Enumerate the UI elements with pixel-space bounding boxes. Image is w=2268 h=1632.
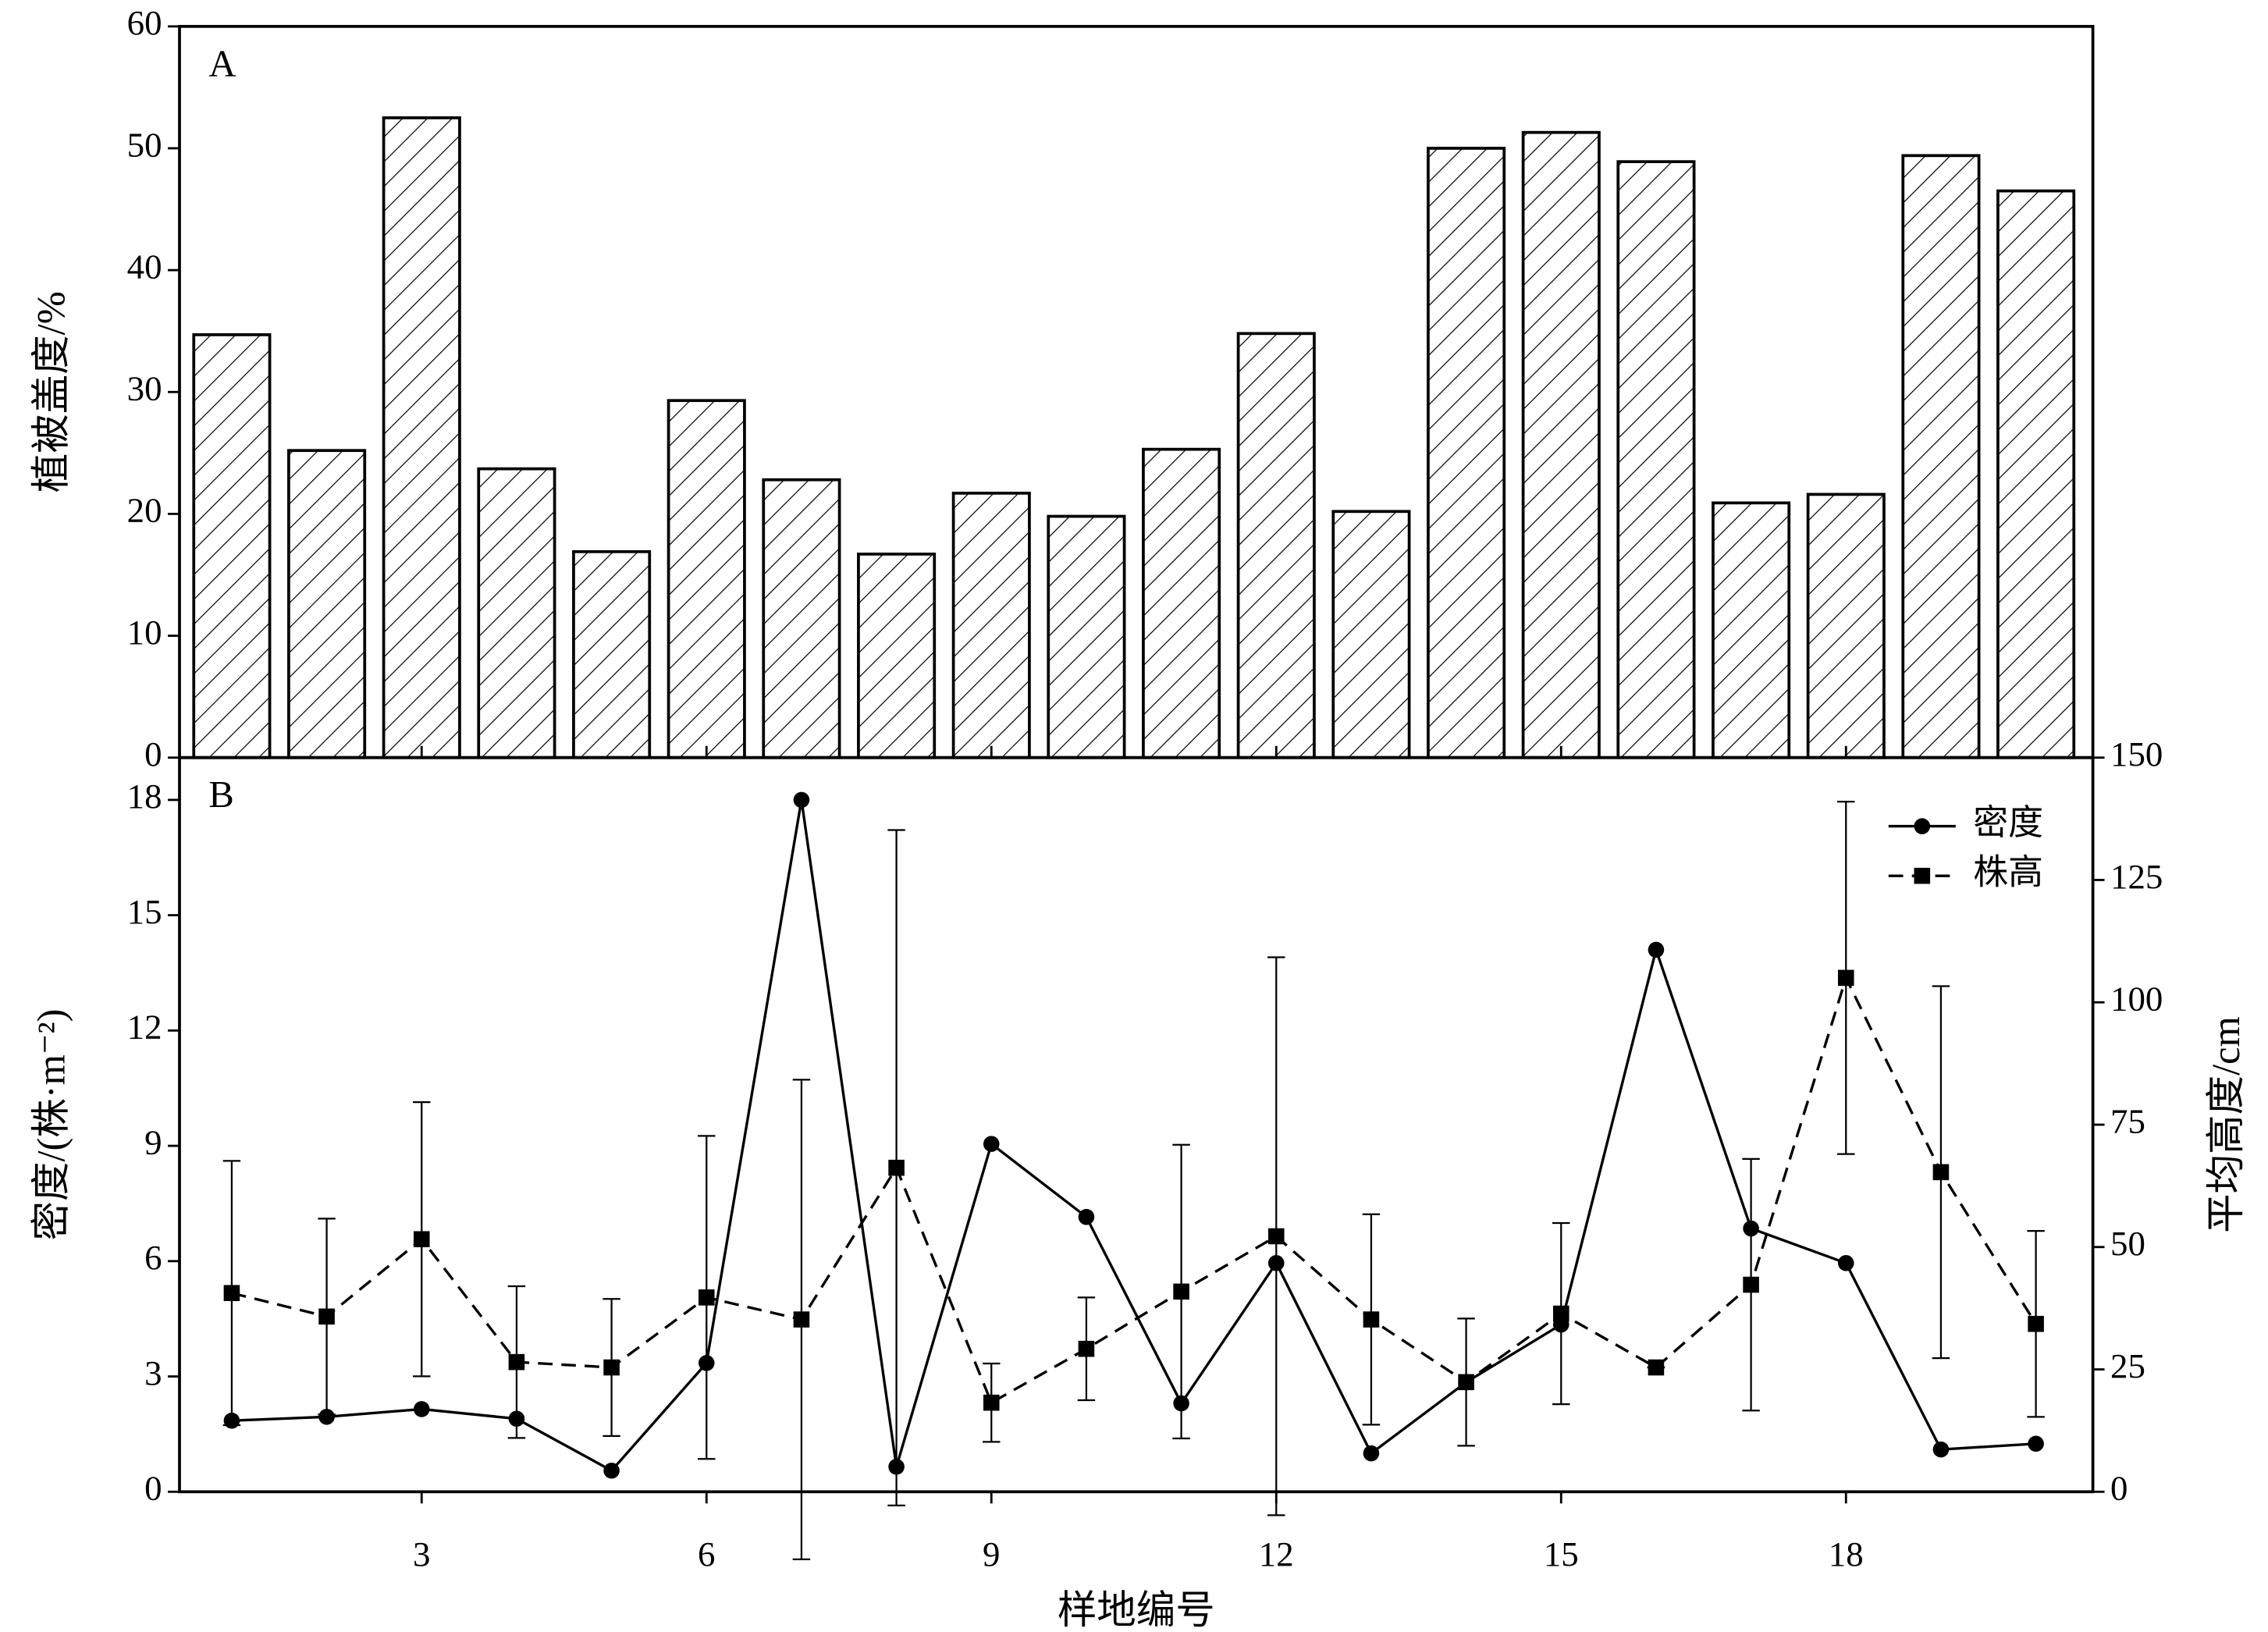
y-tick-label: 12 bbox=[127, 1008, 162, 1047]
marker bbox=[413, 1401, 430, 1417]
y-tick-label: 20 bbox=[127, 491, 162, 530]
legend-marker bbox=[1914, 867, 1931, 884]
marker bbox=[793, 791, 810, 809]
marker bbox=[1648, 941, 1665, 958]
marker bbox=[1552, 1305, 1569, 1322]
marker bbox=[223, 1285, 240, 1302]
plot-frame bbox=[178, 24, 2095, 759]
marker bbox=[318, 1408, 335, 1425]
panel-label: A bbox=[208, 42, 236, 84]
y-tick-label: 60 bbox=[127, 3, 162, 42]
marker bbox=[983, 1394, 1000, 1411]
y-tick-label: 40 bbox=[127, 247, 162, 286]
x-tick-label: 15 bbox=[1544, 1534, 1579, 1573]
y2-tick-label: 100 bbox=[2110, 980, 2163, 1019]
marker bbox=[698, 1289, 715, 1306]
bar bbox=[1806, 492, 1886, 759]
y2-tick-label: 0 bbox=[2110, 1469, 2128, 1508]
bar bbox=[477, 467, 556, 759]
marker bbox=[1932, 1441, 1950, 1458]
y-tick-label: 3 bbox=[144, 1353, 162, 1392]
panel-label: B bbox=[208, 773, 233, 816]
y-tick-label: 9 bbox=[144, 1122, 162, 1161]
marker bbox=[413, 1231, 430, 1248]
x-axis-label: 样地编号 bbox=[1058, 1588, 1215, 1632]
marker bbox=[1078, 1340, 1095, 1357]
bar bbox=[1047, 514, 1126, 759]
legend-marker bbox=[1914, 818, 1931, 834]
y-tick-label: 50 bbox=[127, 125, 162, 164]
y-axis-label: 密度/(株·m⁻²) bbox=[30, 1009, 73, 1241]
bar bbox=[951, 491, 1031, 759]
bar bbox=[762, 478, 841, 759]
y2-tick-label: 75 bbox=[2110, 1101, 2145, 1140]
marker bbox=[1078, 1208, 1095, 1225]
marker bbox=[2028, 1315, 2044, 1332]
bar bbox=[1521, 130, 1601, 759]
bar bbox=[382, 116, 461, 759]
y2-axis-label: 平均高度/cm bbox=[2204, 1016, 2248, 1233]
marker bbox=[1648, 1359, 1665, 1376]
bar bbox=[1901, 154, 1981, 759]
series-line bbox=[231, 799, 2036, 1473]
bar bbox=[1712, 501, 1791, 759]
bar bbox=[857, 553, 937, 759]
bar bbox=[1427, 147, 1506, 759]
bar bbox=[1616, 160, 1696, 759]
x-tick-label: 12 bbox=[1259, 1534, 1294, 1573]
y2-tick-label: 125 bbox=[2110, 857, 2163, 896]
x-tick-label: 9 bbox=[983, 1534, 1000, 1573]
x-tick-label: 6 bbox=[698, 1534, 715, 1573]
marker bbox=[1932, 1164, 1950, 1181]
bar bbox=[192, 333, 272, 759]
marker bbox=[983, 1136, 1000, 1152]
legend-label: 密度 bbox=[1973, 803, 2043, 842]
bar bbox=[1142, 447, 1221, 759]
legend-label: 株高 bbox=[1973, 852, 2043, 891]
marker bbox=[1173, 1283, 1189, 1300]
y-tick-label: 6 bbox=[144, 1238, 162, 1277]
marker bbox=[603, 1359, 620, 1376]
y2-tick-label: 50 bbox=[2110, 1224, 2145, 1263]
marker bbox=[603, 1462, 620, 1479]
marker bbox=[318, 1308, 335, 1325]
y-tick-label: 18 bbox=[127, 777, 162, 816]
marker bbox=[508, 1353, 525, 1371]
marker bbox=[1837, 969, 1854, 987]
marker bbox=[793, 1311, 810, 1328]
bar bbox=[667, 399, 746, 759]
y-tick-label: 0 bbox=[144, 734, 162, 773]
bar bbox=[1996, 189, 2076, 759]
bar bbox=[1236, 332, 1316, 759]
y-tick-label: 15 bbox=[127, 892, 162, 931]
marker bbox=[888, 1159, 905, 1176]
marker bbox=[1743, 1276, 1759, 1293]
y-axis-label: 植被盖度/% bbox=[30, 291, 73, 492]
bar bbox=[1331, 510, 1411, 759]
bar bbox=[572, 549, 652, 759]
marker bbox=[1837, 1255, 1854, 1271]
y2-tick-label: 150 bbox=[2110, 734, 2163, 773]
y-tick-label: 30 bbox=[127, 369, 162, 408]
marker bbox=[1363, 1311, 1380, 1328]
y2-tick-label: 25 bbox=[2110, 1346, 2145, 1385]
y-tick-label: 0 bbox=[144, 1469, 162, 1508]
marker bbox=[1267, 1228, 1285, 1245]
x-tick-label: 3 bbox=[413, 1534, 430, 1573]
series-line bbox=[231, 974, 2038, 1405]
marker bbox=[1458, 1374, 1474, 1391]
marker bbox=[1363, 1445, 1380, 1462]
bar bbox=[287, 449, 367, 759]
x-tick-label: 18 bbox=[1829, 1534, 1864, 1573]
plot-frame bbox=[178, 756, 2095, 1494]
marker bbox=[2028, 1435, 2044, 1452]
y-tick-label: 10 bbox=[127, 613, 162, 652]
